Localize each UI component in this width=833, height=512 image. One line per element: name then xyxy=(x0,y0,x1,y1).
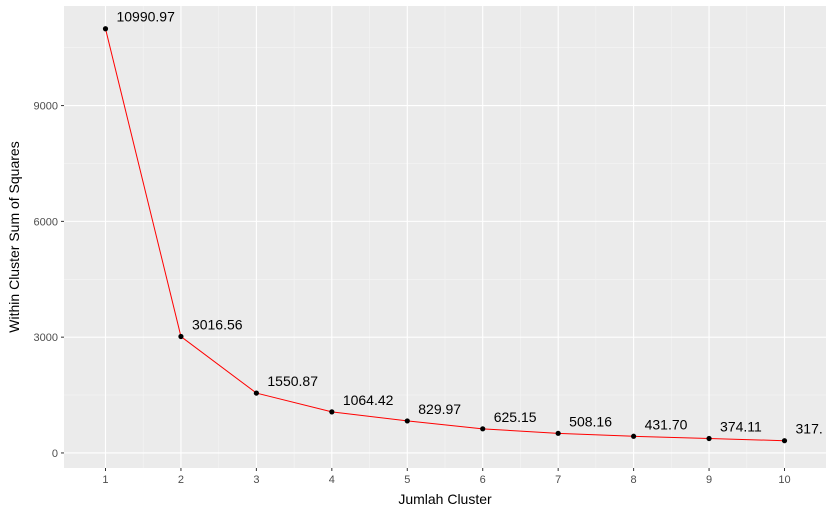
x-tick-label: 4 xyxy=(329,474,335,486)
x-axis: 1 2 3 4 5 6 7 8 9 10 xyxy=(102,468,791,486)
data-label: 1550.87 xyxy=(267,373,318,389)
x-tick-label: 2 xyxy=(178,474,184,486)
data-points xyxy=(102,26,788,444)
y-tick-label: 3000 xyxy=(34,332,58,344)
data-point xyxy=(404,418,410,424)
data-point xyxy=(706,435,712,442)
y-axis-title: Within Cluster Sum of Squares xyxy=(6,141,22,332)
data-point xyxy=(178,333,184,340)
minor-gridlines xyxy=(64,6,826,468)
data-label: 829.97 xyxy=(418,401,461,417)
series-line xyxy=(105,28,785,442)
data-point xyxy=(781,438,788,444)
series-line-group xyxy=(105,28,785,442)
x-tick-label: 3 xyxy=(253,474,259,486)
x-tick-label: 8 xyxy=(631,474,637,486)
data-labels: 10990.97 3016.56 1550.87 1064.42 829.97 625.1… xyxy=(116,9,822,437)
data-point xyxy=(631,433,637,439)
data-point xyxy=(555,430,561,436)
x-tick-label: 6 xyxy=(480,474,486,486)
data-label: 3016.56 xyxy=(192,317,243,333)
data-label: 374.11 xyxy=(720,419,762,435)
x-tick-label: 10 xyxy=(778,474,790,486)
x-tick-label: 7 xyxy=(555,474,561,486)
x-tick-label: 1 xyxy=(102,474,108,486)
data-label: 10990.97 xyxy=(116,9,175,25)
major-gridlines xyxy=(64,6,826,468)
data-label: 1064.42 xyxy=(343,392,394,408)
data-label: 431.70 xyxy=(645,416,688,432)
data-label: 317. xyxy=(796,421,823,437)
data-label: 508.16 xyxy=(569,413,612,429)
x-tick-label: 9 xyxy=(706,474,712,486)
data-point xyxy=(253,390,259,396)
x-axis-title: Jumlah Cluster xyxy=(398,491,492,507)
data-point xyxy=(102,26,109,32)
data-point xyxy=(480,426,486,432)
y-axis: 0 3000 6000 9000 xyxy=(34,101,64,460)
data-label: 625.15 xyxy=(494,409,537,425)
data-point xyxy=(329,409,335,415)
y-tick-label: 0 xyxy=(52,448,58,460)
x-tick-label: 5 xyxy=(404,474,410,486)
y-tick-label: 6000 xyxy=(34,216,58,228)
y-tick-label: 9000 xyxy=(34,101,58,113)
